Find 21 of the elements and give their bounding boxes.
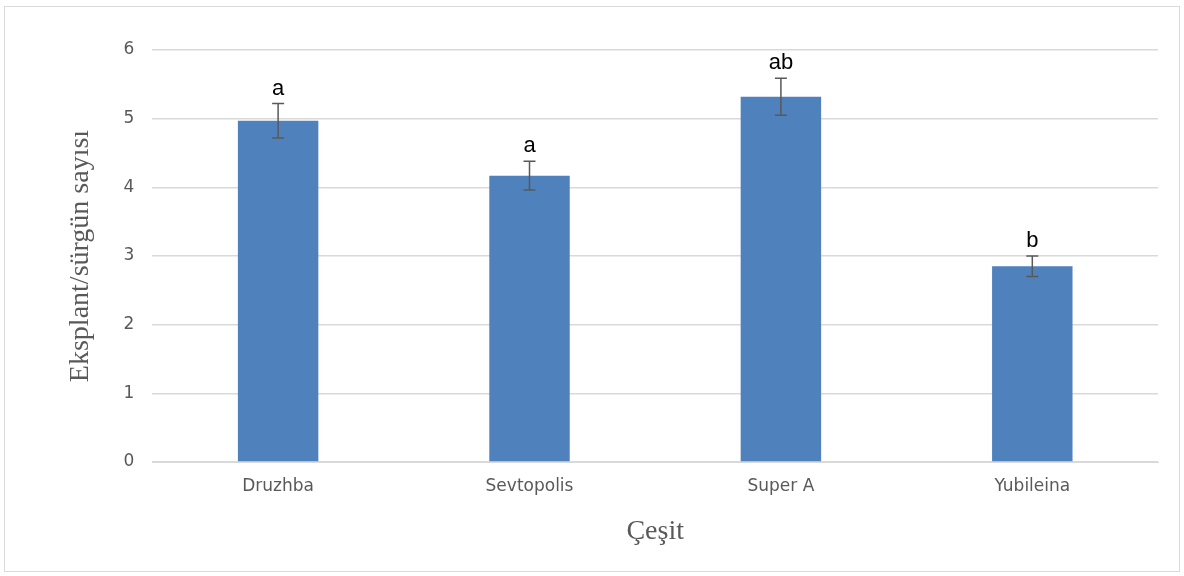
annotation: a xyxy=(271,74,285,100)
y-tick-label: 2 xyxy=(123,313,135,334)
bar xyxy=(992,266,1073,462)
x-tick-label: Super A xyxy=(747,474,815,495)
annotation: a xyxy=(523,132,537,158)
annotation: ab xyxy=(768,49,794,75)
y-tick-label: 5 xyxy=(123,107,135,128)
bar xyxy=(237,120,319,462)
annotation: b xyxy=(1026,227,1039,253)
y-tick-label: 0 xyxy=(123,450,135,471)
x-axis-title: Çeşit xyxy=(626,513,685,545)
y-axis-title: Eksplant/sürgün sayısı xyxy=(63,129,95,383)
bar xyxy=(489,175,570,462)
x-tick-label: Sevtopolis xyxy=(485,474,574,495)
y-tick-label: 6 xyxy=(123,38,135,59)
x-tick-label: Druzhba xyxy=(242,474,314,495)
y-tick-label: 1 xyxy=(123,381,135,402)
y-tick-label: 4 xyxy=(123,175,135,196)
y-tick-label: 3 xyxy=(123,244,135,265)
bar xyxy=(740,96,822,462)
x-tick-label: Yubileina xyxy=(993,474,1071,495)
